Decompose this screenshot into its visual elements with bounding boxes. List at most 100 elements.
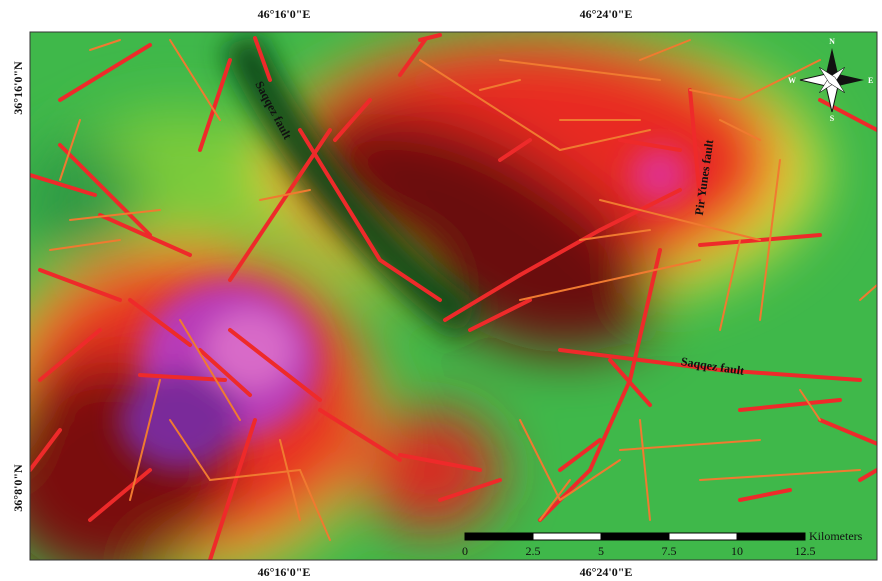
- fault: [30, 428, 62, 472]
- fault: [259, 189, 311, 201]
- scale-segment: [464, 532, 534, 541]
- fault: [538, 468, 592, 522]
- fault: [518, 228, 602, 277]
- fault: [559, 129, 651, 151]
- fault: [198, 58, 232, 152]
- fault: [599, 199, 761, 241]
- fault: [253, 36, 272, 82]
- fault: [639, 39, 691, 61]
- scale-segment: [600, 532, 670, 541]
- fault: [333, 98, 372, 142]
- fault: [719, 239, 741, 331]
- fault: [58, 143, 152, 237]
- fault: [38, 268, 122, 302]
- fault: [198, 348, 252, 397]
- fault: [89, 39, 121, 51]
- fault-lines: [30, 33, 877, 560]
- compass-letter: S: [830, 114, 835, 123]
- fault: [638, 358, 722, 372]
- fault: [499, 59, 661, 81]
- fault: [468, 298, 532, 332]
- fault: [299, 469, 331, 541]
- fault: [858, 468, 877, 482]
- fault: [739, 59, 821, 101]
- fault: [579, 229, 651, 241]
- fault: [169, 39, 221, 121]
- fault: [209, 469, 301, 481]
- scale-segment: [736, 532, 806, 541]
- fault: [49, 239, 121, 251]
- fault: [588, 378, 632, 472]
- fault: [208, 418, 257, 560]
- fault: [738, 398, 842, 412]
- fault: [88, 468, 152, 522]
- fault: [628, 248, 662, 382]
- fault: [419, 59, 561, 151]
- fault: [818, 418, 877, 446]
- scale-tick-label: 0: [462, 544, 468, 558]
- fault: [608, 358, 652, 407]
- compass-letter: N: [829, 37, 835, 46]
- fault: [318, 408, 402, 462]
- fault: [738, 488, 792, 502]
- fault: [539, 479, 571, 521]
- compass-rose: N E S W: [788, 37, 873, 123]
- top-coordinate: 46°16'0"E: [258, 7, 311, 21]
- fault: [558, 438, 602, 472]
- scale-segment: [532, 532, 602, 541]
- left-coordinate: 36°8'0"N: [11, 464, 25, 512]
- fault: [519, 419, 561, 501]
- fault: [58, 43, 152, 102]
- fault: [558, 348, 642, 362]
- fault: [759, 159, 781, 321]
- fault: [699, 469, 861, 481]
- top-coordinate: 46°24'0"E: [580, 7, 633, 21]
- fault: [443, 273, 522, 322]
- map-frame: [29, 31, 878, 561]
- fault: [129, 379, 161, 501]
- fault: [479, 79, 521, 91]
- fault: [279, 439, 301, 521]
- scale-unit: Kilometers: [809, 529, 863, 543]
- fault: [519, 259, 701, 301]
- fault: [59, 119, 81, 181]
- scale-segment: [668, 532, 738, 541]
- compass-letter: E: [868, 76, 873, 85]
- fault: [398, 38, 427, 77]
- compass-letter: W: [788, 76, 796, 85]
- fault: [818, 98, 877, 132]
- fault: [228, 328, 322, 402]
- fault: [128, 298, 192, 347]
- fault: [398, 453, 482, 472]
- scale-tick-label: 10: [731, 544, 743, 558]
- fault: [639, 419, 651, 521]
- bottom-coordinate: 46°16'0"E: [258, 565, 311, 579]
- fault: [719, 119, 761, 141]
- fault: [138, 373, 227, 382]
- fault: [438, 478, 502, 502]
- fault: [689, 89, 741, 101]
- fault: [98, 213, 192, 257]
- fault: [498, 138, 532, 162]
- fault: [169, 419, 211, 481]
- bottom-coordinate: 46°24'0"E: [580, 565, 633, 579]
- fault: [688, 88, 702, 202]
- fault: [859, 284, 877, 301]
- scale-tick-label: 5: [598, 544, 604, 558]
- fault: [718, 368, 862, 382]
- fault: [179, 319, 241, 421]
- fault: [618, 138, 682, 152]
- scale-tick-label: 2.5: [526, 544, 541, 558]
- left-coordinate: 36°16'0"N: [11, 61, 25, 115]
- fault: [38, 328, 102, 382]
- scale-bar: Kilometers 0 2.5 5 7.5 10 12.5: [462, 529, 863, 558]
- scale-tick-label: 7.5: [662, 544, 677, 558]
- scale-tick-label: 12.5: [795, 544, 816, 558]
- fault: [228, 128, 332, 282]
- fault: [30, 173, 97, 197]
- fault: [799, 389, 821, 421]
- map-raster: [30, 32, 877, 560]
- fault: [559, 459, 621, 501]
- fault: [69, 209, 161, 221]
